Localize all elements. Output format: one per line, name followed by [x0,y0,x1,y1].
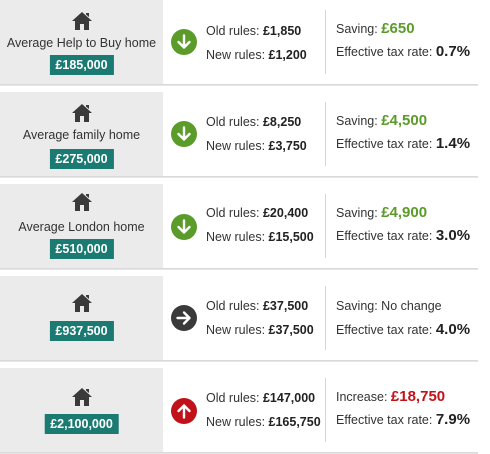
comparison-row: £2,100,000 Old rules: £147,000 New rules… [0,368,478,453]
old-rules-value: £20,400 [262,206,309,220]
home-panel: £937,500 [0,276,163,360]
tax-rate-label: Effective tax rate: [336,45,433,59]
tax-rate-value: 7.9% [435,411,471,428]
old-rules-value: £1,850 [262,24,302,38]
divider [325,10,326,74]
change-value: £650 [381,20,415,37]
saving-block: Saving: £4,500 Effective tax rate: 1.4% [336,112,470,153]
divider [325,378,326,442]
new-rules-value: £1,200 [268,48,307,62]
change-label: Saving: No change [336,299,442,313]
arrow-right-icon [171,305,197,331]
change-value: £18,750 [390,388,446,405]
new-rules-value: £3,750 [268,139,307,153]
new-rules-value: £15,500 [268,230,314,244]
house-icon [71,192,93,212]
old-rules-label: Old rules: [206,206,260,220]
price-badge: £185,000 [49,55,114,75]
comparison-row: Average family home £275,000 Old rules: … [0,92,478,177]
new-rules-label: New rules: [206,48,266,62]
home-label: Average Help to Buy home [6,36,157,50]
old-rules-value: £147,000 [262,391,316,405]
old-rules-value: £8,250 [262,115,302,129]
comparison-row: Average London home £510,000 Old rules: … [0,184,478,269]
change-label: Increase: [336,390,388,404]
home-label: Average family home [22,128,141,142]
old-rules-label: Old rules: [206,24,260,38]
divider [325,194,326,258]
price-badge: £510,000 [49,239,114,259]
divider [325,286,326,350]
house-icon [71,11,93,31]
home-panel: Average family home £275,000 [0,92,163,176]
comparison-row: £937,500 Old rules: £37,500 New rules: £… [0,276,478,361]
saving-block: Saving: No change Effective tax rate: 4.… [336,297,470,339]
rules-block: Old rules: £20,400 New rules: £15,500 [206,204,314,246]
rules-block: Old rules: £8,250 New rules: £3,750 [206,113,307,155]
house-icon [71,293,93,313]
tax-rate-label: Effective tax rate: [336,323,433,337]
new-rules-value: £165,750 [268,415,321,429]
home-panel: Average London home £510,000 [0,184,163,268]
home-panel: £2,100,000 [0,368,163,452]
rules-block: Old rules: £147,000 New rules: £165,750 [206,389,321,431]
saving-block: Saving: £4,900 Effective tax rate: 3.0% [336,204,470,245]
change-label: Saving: [336,114,378,128]
old-rules-label: Old rules: [206,299,260,313]
new-rules-label: New rules: [206,230,266,244]
new-rules-label: New rules: [206,323,266,337]
old-rules-value: £37,500 [262,299,309,313]
tax-rate-value: 0.7% [435,43,471,60]
saving-block: Saving: £650 Effective tax rate: 0.7% [336,20,470,61]
divider [325,102,326,166]
change-value: £4,500 [381,112,428,129]
home-panel: Average Help to Buy home £185,000 [0,0,163,84]
house-icon [71,387,93,407]
tax-rate-value: 1.4% [435,135,471,152]
old-rules-label: Old rules: [206,391,260,405]
comparison-row: Average Help to Buy home £185,000 Old ru… [0,0,478,85]
saving-block: Increase: £18,750 Effective tax rate: 7.… [336,388,470,429]
change-label: Saving: [336,22,378,36]
new-rules-value: £37,500 [268,323,314,337]
rules-block: Old rules: £1,850 New rules: £1,200 [206,22,307,64]
tax-rate-label: Effective tax rate: [336,137,433,151]
arrow-down-icon [171,214,197,240]
price-badge: £2,100,000 [44,414,119,434]
change-value: £4,900 [381,204,428,221]
house-icon [71,103,93,123]
arrow-down-icon [171,121,197,147]
tax-rate-value: 3.0% [435,227,471,244]
tax-rate-value: 4.0% [435,321,471,338]
tax-rate-label: Effective tax rate: [336,413,433,427]
home-label: Average London home [18,220,145,234]
arrow-up-icon [171,398,197,424]
price-badge: £937,500 [49,321,114,341]
price-badge: £275,000 [49,149,114,169]
change-label: Saving: [336,206,378,220]
tax-rate-label: Effective tax rate: [336,229,433,243]
new-rules-label: New rules: [206,415,266,429]
old-rules-label: Old rules: [206,115,260,129]
arrow-down-icon [171,29,197,55]
new-rules-label: New rules: [206,139,266,153]
rules-block: Old rules: £37,500 New rules: £37,500 [206,297,314,339]
